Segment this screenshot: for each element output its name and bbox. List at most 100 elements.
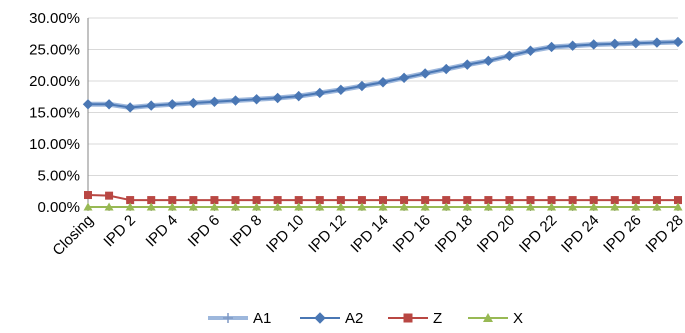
data-point — [504, 50, 515, 62]
data-point — [378, 202, 388, 211]
data-point — [104, 202, 114, 211]
data-point — [652, 202, 662, 211]
data-point — [568, 196, 577, 205]
data-point — [209, 202, 219, 211]
data-point — [146, 100, 157, 111]
y-tick-label: 15.00% — [29, 105, 80, 122]
data-point — [82, 99, 94, 110]
series-line-a1 — [88, 39, 679, 110]
legend-marker — [314, 312, 326, 324]
data-point — [420, 202, 430, 211]
data-point — [188, 97, 199, 109]
series-line-a2 — [88, 40, 679, 109]
data-point — [315, 196, 324, 205]
x-tick-label: IPD 20 — [474, 212, 518, 256]
legend-marker — [223, 313, 233, 323]
data-point — [630, 37, 642, 49]
data-point — [610, 196, 619, 205]
x-tick-label: IPD 14 — [347, 212, 391, 256]
x-tick-label: Closing — [49, 212, 96, 259]
series-a2 — [82, 36, 684, 113]
data-point — [294, 196, 303, 205]
legend-item-z: Z — [388, 310, 442, 327]
data-point — [315, 202, 325, 211]
data-point — [672, 36, 684, 48]
data-point — [631, 202, 641, 211]
data-point — [231, 196, 240, 205]
x-tick-label: IPD 22 — [516, 212, 560, 256]
x-tick-label: IPD 12 — [305, 212, 349, 256]
data-point — [462, 59, 473, 70]
y-tick-label: 25.00% — [29, 42, 80, 59]
data-point — [273, 202, 283, 211]
legend-label: A1 — [253, 310, 271, 327]
series-x — [83, 202, 683, 211]
legend: A1 A2 Z X — [208, 310, 523, 327]
data-point — [252, 202, 262, 211]
data-point — [421, 196, 430, 205]
x-tick-label: IPD 8 — [227, 212, 266, 251]
x-tick-label: IPD 28 — [642, 212, 685, 256]
data-point — [419, 68, 431, 79]
data-point — [588, 39, 599, 50]
data-point — [377, 77, 389, 88]
x-tick-label: IPD 6 — [185, 212, 224, 251]
data-point — [442, 196, 451, 205]
y-tick-label: 10.00% — [29, 136, 80, 153]
data-point — [463, 196, 472, 205]
data-point — [147, 196, 156, 205]
data-point — [483, 55, 494, 67]
x-tick-label: IPD 18 — [432, 212, 476, 256]
data-point — [589, 196, 598, 205]
legend-label: X — [513, 310, 523, 327]
x-tick-label: IPD 26 — [600, 212, 644, 256]
y-tick-label: 0.00% — [37, 199, 80, 216]
data-point — [272, 92, 283, 104]
data-point — [84, 191, 92, 200]
gridlines — [88, 17, 678, 176]
data-point — [379, 196, 387, 205]
x-tick-label: IPD 16 — [390, 212, 434, 256]
data-point — [336, 202, 346, 211]
data-point — [124, 102, 136, 113]
data-point — [168, 196, 177, 205]
data-point — [526, 202, 535, 211]
data-point — [546, 41, 557, 53]
data-point — [83, 202, 93, 211]
data-point — [398, 72, 410, 84]
data-point — [273, 196, 282, 205]
data-point — [167, 99, 178, 110]
legend-marker — [483, 313, 493, 322]
data-point — [568, 202, 578, 211]
data-point — [441, 202, 451, 211]
legend-item-x: X — [468, 310, 523, 327]
data-point — [504, 202, 514, 211]
y-tick-label: 20.00% — [29, 73, 80, 90]
data-point — [357, 202, 367, 211]
data-point — [525, 45, 536, 56]
y-axis-tick-labels: 0.00% 5.00% 10.00% 15.00% 20.00% 25.00% 30.00% — [29, 10, 80, 216]
data-point — [335, 84, 347, 96]
data-point — [673, 202, 683, 211]
data-point — [146, 202, 156, 211]
x-tick-label: IPD 4 — [143, 212, 182, 251]
data-point — [336, 196, 345, 205]
data-point — [547, 202, 557, 211]
legend-item-a2: A2 — [300, 310, 363, 327]
data-point — [314, 87, 325, 99]
data-point — [462, 202, 472, 211]
data-point — [251, 94, 262, 105]
data-point — [125, 202, 135, 211]
data-point — [231, 202, 240, 211]
data-point — [230, 95, 241, 106]
legend-label: Z — [433, 310, 442, 327]
x-tick-label: IPD 10 — [263, 212, 307, 256]
data-point — [484, 196, 493, 205]
data-point — [547, 196, 556, 205]
data-point — [188, 202, 198, 211]
series-z — [84, 191, 682, 205]
data-point — [357, 196, 366, 205]
y-tick-label: 5.00% — [37, 168, 80, 185]
data-point — [356, 80, 368, 92]
